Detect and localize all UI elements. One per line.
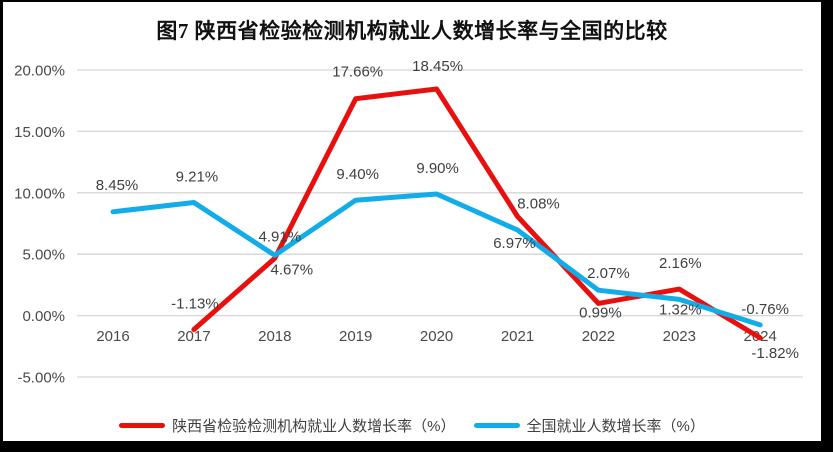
chart-title: 图7 陕西省检验检测机构就业人数增长率与全国的比较 — [156, 19, 668, 43]
national-data-label: 4.91% — [259, 228, 302, 245]
national-data-label: -0.76% — [741, 301, 789, 318]
shaanxi-data-label: 0.99% — [579, 304, 622, 321]
national-data-label: 2.07% — [587, 265, 630, 282]
shaanxi-data-label: 2.16% — [659, 255, 702, 272]
x-axis-label: 2016 — [96, 328, 129, 345]
shaanxi-data-label: -1.13% — [171, 295, 219, 312]
legend-item-national: 全国就业人数增长率（%） — [473, 415, 705, 436]
y-axis-tick-label: 20.00% — [14, 63, 65, 80]
x-axis-label: 2021 — [501, 328, 534, 345]
x-axis-label: 2022 — [582, 328, 615, 345]
y-axis-tick-label: 0.00% — [22, 308, 65, 325]
national-data-label: 1.32% — [659, 301, 702, 318]
shaanxi-line — [191, 86, 763, 341]
shaanxi-data-label: -1.82% — [751, 345, 799, 362]
shaanxi-data-label: 17.66% — [332, 64, 383, 81]
national-data-label: 9.90% — [416, 160, 459, 177]
legend-label-national: 全国就业人数增长率（%） — [526, 418, 705, 435]
shaanxi-data-label: 18.45% — [412, 58, 463, 75]
x-axis-label: 2019 — [339, 328, 372, 345]
national-data-label: 8.45% — [96, 177, 139, 194]
national-data-label: 9.21% — [176, 169, 219, 186]
blue-line-swatch-icon — [473, 423, 520, 428]
chart-canvas: 图7 陕西省检验检测机构就业人数增长率与全国的比较 20.00% 15.00% 10… — [3, 2, 821, 441]
x-axis-label: 2017 — [177, 328, 210, 345]
red-line-swatch-icon — [119, 423, 166, 428]
y-axis-tick-label: 10.00% — [14, 185, 65, 202]
shaanxi-data-label: 4.67% — [271, 261, 314, 278]
x-axis-label: 2020 — [420, 328, 453, 345]
national-line — [110, 191, 763, 328]
legend-label-shaanxi: 陕西省检验检测机构就业人数增长率（%） — [172, 418, 456, 435]
national-data-label: 6.97% — [493, 235, 536, 252]
legend-item-shaanxi: 陕西省检验检测机构就业人数增长率（%） — [119, 415, 456, 436]
shaanxi-data-label: 8.08% — [517, 195, 560, 212]
national-data-label: 9.40% — [336, 166, 379, 183]
chart-legend: 陕西省检验检测机构就业人数增长率（%） 全国就业人数增长率（%） — [3, 415, 821, 436]
x-axis-label: 2018 — [258, 328, 291, 345]
y-axis-tick-label: -5.00% — [17, 370, 65, 387]
y-axis-tick-label: 15.00% — [14, 124, 65, 141]
x-axis-label: 2023 — [663, 328, 696, 345]
y-axis-tick-label: 5.00% — [22, 247, 65, 264]
